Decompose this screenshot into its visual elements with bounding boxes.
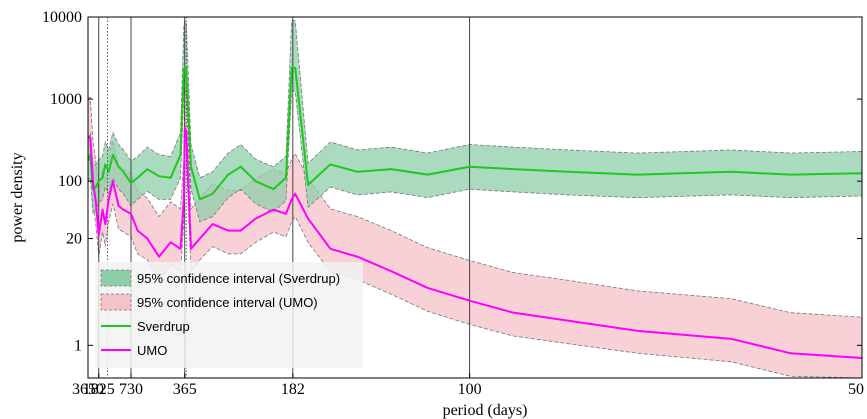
sverdrup-confidence-band: [88, 20, 862, 222]
legend-label: UMO: [137, 343, 167, 358]
plot-frame: [87, 16, 863, 379]
legend-swatch-umo-band: [100, 293, 132, 311]
x-tick-label: 730: [119, 381, 143, 398]
sverdrup-line: [88, 65, 862, 201]
x-axis-label: period (days): [443, 402, 528, 419]
y-tick-label: 1: [74, 337, 82, 354]
y-tick-label: 10000: [42, 9, 82, 26]
legend: 95% confidence interval (Sverdrup) 95% co…: [95, 262, 363, 368]
umo-confidence-band: [88, 87, 862, 378]
legend-label: 95% confidence interval (Sverdrup): [137, 271, 340, 286]
y-tick-label: 100: [58, 173, 82, 190]
legend-label: 95% confidence interval (UMO): [137, 295, 318, 310]
umo-line: [88, 126, 862, 360]
x-tick-label: 182: [281, 381, 305, 398]
y-tick-label: 1000: [50, 91, 82, 108]
x-tick-label: 100: [458, 381, 482, 398]
y-tick-label: 20: [66, 231, 82, 248]
x-tick-label: 50: [848, 381, 864, 398]
legend-box: [95, 262, 363, 368]
legend-label: Sverdrup: [137, 319, 190, 334]
x-tick-label: 365: [173, 381, 197, 398]
y-axis-label: power density: [9, 152, 26, 242]
x-tick-label: 1825: [83, 381, 115, 398]
x-tick-label: 3650: [72, 381, 104, 398]
umo-confidence-band-lower-edge: [88, 149, 862, 378]
sverdrup-confidence-band-upper-edge: [88, 19, 862, 179]
sverdrup-confidence-band-lower-edge: [88, 88, 862, 223]
legend-swatch-sverdrup-band: [100, 269, 132, 287]
